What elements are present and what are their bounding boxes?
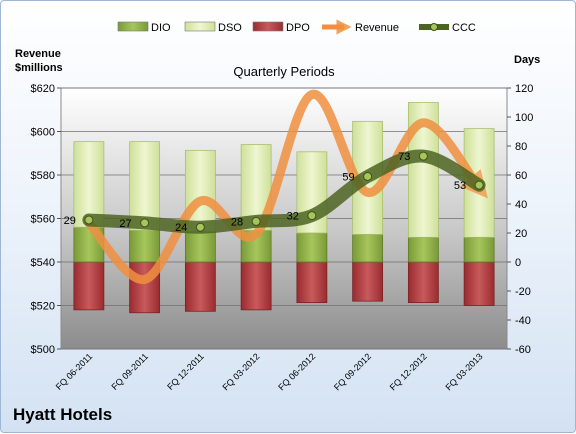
- legend-label-dio: DIO: [151, 22, 171, 34]
- bar-dpo: [240, 261, 272, 311]
- left-tick-label: $600: [31, 127, 55, 139]
- bar-dio: [352, 234, 384, 263]
- left-axis-label-line2: $millions: [15, 62, 63, 74]
- bar-dpo: [352, 261, 384, 302]
- legend-marker-ccc: [430, 23, 438, 31]
- bar-dso: [73, 141, 105, 228]
- left-tick-label: $620: [31, 83, 55, 95]
- ccc-data-label: 59: [342, 171, 354, 183]
- right-tick-label: 120: [515, 83, 533, 95]
- right-tick-label: 20: [515, 228, 527, 240]
- right-tick-label: 0: [515, 257, 521, 269]
- ccc-point: [251, 216, 261, 226]
- bar-dio: [129, 229, 161, 263]
- legend-swatch-dso: [184, 21, 216, 32]
- legend-label-dso: DSO: [218, 22, 242, 34]
- left-axis-label-line1: Revenue: [15, 48, 61, 60]
- right-tick-label: -20: [515, 286, 531, 298]
- ccc-point: [195, 222, 205, 232]
- legend-swatch-dpo: [252, 21, 284, 32]
- revenue-line: [84, 90, 488, 284]
- x-tick-label: FQ 12-2011: [165, 351, 206, 392]
- ccc-point: [140, 218, 150, 228]
- lines: 29 27 24 28 32 59 73 53: [64, 90, 488, 284]
- ccc-point: [363, 171, 373, 181]
- legend-label-dpo: DPO: [286, 22, 310, 34]
- bar-dpo: [184, 261, 216, 312]
- x-tick-label: FQ 06-2011: [54, 351, 95, 392]
- x-tick-label: FQ 12-2012: [388, 351, 429, 392]
- right-tick-label: 80: [515, 141, 527, 153]
- right-tick-label: 40: [515, 199, 527, 211]
- ccc-point: [418, 151, 428, 161]
- left-tick-label: $520: [31, 301, 55, 313]
- left-tick-label: $500: [31, 344, 55, 356]
- bar-dso: [184, 149, 216, 232]
- chart-title: Quarterly Periods: [233, 64, 335, 79]
- bar-dpo: [463, 261, 495, 306]
- legend-label-revenue: Revenue: [355, 22, 399, 34]
- right-tick-label: -40: [515, 315, 531, 327]
- ccc-data-label: 27: [119, 218, 131, 230]
- company-name: Hyatt Hotels: [13, 405, 112, 424]
- right-tick-label: 100: [515, 112, 533, 124]
- ccc-data-label: 29: [64, 215, 76, 227]
- bar-dio: [407, 236, 439, 263]
- legend-swatch-dio: [117, 21, 149, 32]
- x-tick-label: FQ 09-2011: [109, 351, 150, 392]
- ccc-data-label: 24: [175, 222, 187, 234]
- ccc-data-label: 32: [287, 211, 299, 223]
- x-tick-label: FQ 06-2012: [276, 351, 317, 392]
- bar-dio: [184, 231, 216, 263]
- right-axis-label: Days: [514, 54, 540, 66]
- x-tick-label: FQ 09-2012: [332, 351, 373, 392]
- left-tick-label: $580: [31, 170, 55, 182]
- bar-dso: [129, 141, 161, 231]
- left-tick-label: $560: [31, 214, 55, 226]
- ccc-data-label: 73: [398, 151, 410, 163]
- bar-dpo: [296, 261, 328, 303]
- bar-dpo: [407, 261, 439, 303]
- ccc-point: [84, 215, 94, 225]
- ccc-data-label: 28: [231, 216, 243, 228]
- bar-dpo: [73, 261, 105, 311]
- right-tick-label: -60: [515, 344, 531, 356]
- bar-dio: [463, 236, 495, 263]
- x-tick-label: FQ 03-2013: [444, 351, 485, 392]
- legend: DIO DSO DPO Revenue CCC: [117, 19, 476, 35]
- right-tick-label: 60: [515, 170, 527, 182]
- legend-label-ccc: CCC: [452, 22, 476, 34]
- bar-dio: [296, 232, 328, 263]
- ccc-point: [307, 211, 317, 221]
- ccc-point: [474, 180, 484, 190]
- left-tick-label: $540: [31, 257, 55, 269]
- ccc-data-label: 53: [454, 180, 466, 192]
- x-tick-label: FQ 03-2012: [221, 351, 262, 392]
